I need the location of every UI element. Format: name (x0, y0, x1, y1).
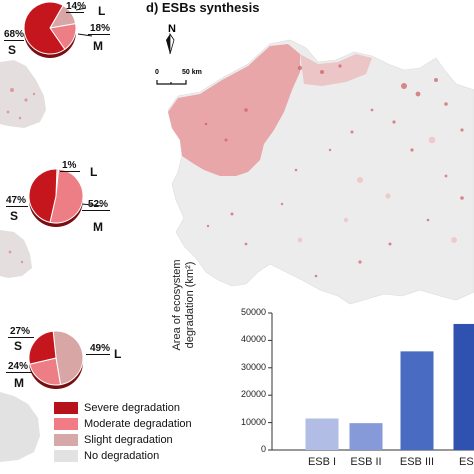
pie2-underline-l (60, 171, 80, 172)
bar-chart-y-axis-label-line1: Area of ecosystem (171, 259, 183, 351)
bar-chart-y-tick-label: 10000 (240, 416, 266, 427)
north-arrow-label: N (168, 23, 176, 35)
pie1-leader-m (77, 33, 93, 37)
legend-swatch-moderate (54, 417, 78, 430)
pie3-label-s-pct: 27% (10, 326, 31, 337)
pie2-label-m-class: M (93, 220, 103, 234)
pie2-label-m-pct: 52% (88, 199, 109, 210)
pie3-underline-s (8, 337, 34, 338)
pie2-underline-s (6, 206, 28, 207)
bar-chart-y-axis-label: Area of ecosystem degradation (km²) (171, 230, 197, 380)
bar-chart-y-tick-label: 40000 (240, 334, 266, 345)
map-fragment-middle (0, 230, 32, 278)
north-arrow (166, 32, 175, 55)
bar-esb-i (305, 418, 339, 450)
legend-label-slight: Slight degradation (84, 433, 173, 446)
pie2-label-l-class: L (90, 165, 98, 179)
pie1-label-l-class: L (98, 4, 106, 18)
pie3-slice-m (29, 357, 62, 386)
pie3-label-s-class: S (14, 339, 23, 353)
legend-label-severe: Severe degradation (84, 401, 181, 414)
bar-chart-x-tick-label: ESB I (307, 456, 337, 468)
panel-title: d) ESBs synthesis (146, 0, 260, 15)
legend-swatch-none (54, 449, 78, 462)
pie3-underline-m (6, 372, 32, 373)
bar-esb-ii (349, 423, 383, 450)
pie1-label-m-pct: 18% (90, 23, 111, 34)
bar-chart-x-tick-label: ESB III (399, 456, 435, 468)
bar-chart-x-tick-label: ESB (458, 456, 474, 468)
legend-item-severe: Severe degradation (54, 400, 180, 415)
legend-label-moderate: Moderate degradation (84, 417, 192, 430)
map-degradation-speckles (204, 64, 464, 278)
pie1-label-s-pct: 68% (4, 29, 25, 40)
pie1-underline-m (88, 34, 110, 35)
pie2-slice-s (28, 168, 58, 223)
legend-label-none: No degradation (84, 449, 160, 462)
pie3-label-m-class: M (14, 376, 24, 390)
pie3-label-m-pct: 24% (8, 361, 29, 372)
legend-item-moderate: Moderate degradation (54, 416, 192, 431)
pie3-label-l-class: L (114, 347, 122, 361)
pie2-leader-m (81, 203, 103, 207)
map-degradation-zone-west (168, 44, 300, 176)
pie3-underline-l (86, 354, 110, 355)
bar-chart-y-tick-label: 0 (260, 444, 266, 454)
legend-swatch-slight (54, 433, 78, 446)
pie2-label-l-pct: 1% (62, 160, 77, 171)
map-degradation-zone-north (300, 54, 372, 86)
pie1-label-s-class: S (8, 43, 17, 57)
bar-chart-y-axis-label-line2: degradation (km²) (184, 261, 196, 349)
bar-esb-iii (400, 351, 434, 450)
bar-chart-y-tick-label: 30000 (240, 361, 266, 372)
map-fragment-top (0, 60, 46, 128)
bar-chart-y-tick-label: 20000 (240, 389, 266, 400)
bar-chart-y-tick-label: 50000 (240, 307, 266, 317)
pie3-slice-s (28, 330, 57, 365)
pie1-slice-s (23, 1, 66, 55)
pie2-underline-m (82, 210, 110, 211)
scale-bar-end-label: 50 km (182, 69, 202, 76)
pie1-leader-l (75, 7, 87, 11)
bar-chart-x-tick-label: ESB II (350, 456, 382, 468)
scale-bar-start-label: 0 (155, 69, 159, 76)
legend-swatch-severe (54, 401, 78, 414)
map-fragment-bottom (0, 392, 40, 462)
pie3-label-l-pct: 49% (90, 343, 111, 354)
pie2-label-s-pct: 47% (6, 195, 27, 206)
legend-item-none: No degradation (54, 448, 159, 463)
pie2-label-s-class: S (10, 209, 19, 223)
pie1-label-m-class: M (93, 39, 103, 53)
pie1-label-l-pct: 14% (66, 1, 87, 12)
pie1-underline-s (4, 40, 24, 41)
bar-esb-iv (453, 323, 474, 450)
pie1-underline-l (66, 12, 84, 13)
pie3-slice-l (52, 330, 84, 386)
scale-bar (156, 80, 187, 85)
legend-item-slight: Slight degradation (54, 432, 173, 447)
